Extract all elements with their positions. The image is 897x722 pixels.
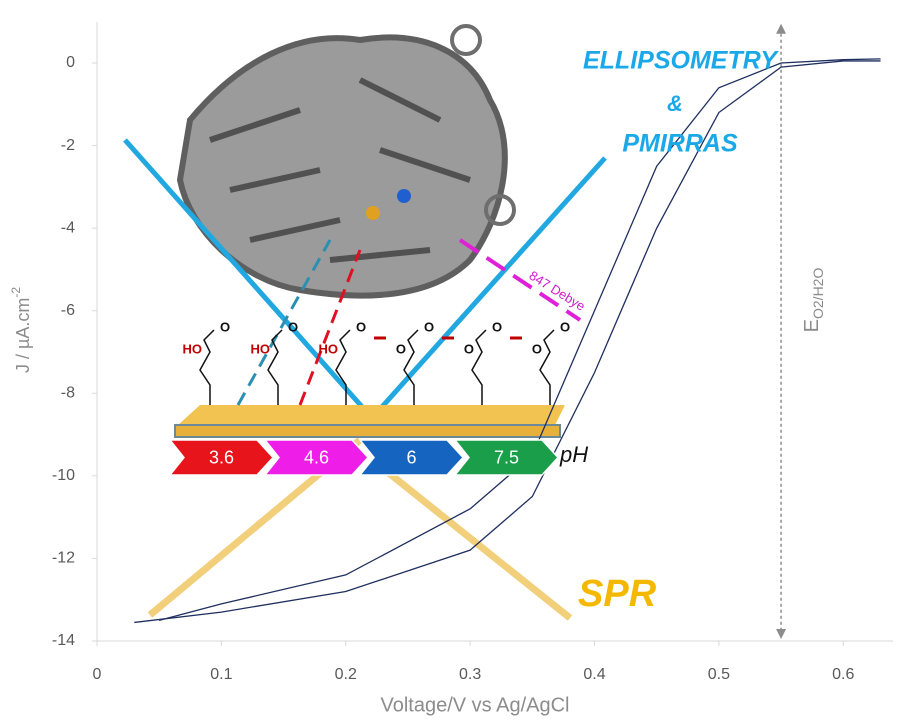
molecule-chain [199,329,215,405]
x-tick-label: 0.6 [832,666,854,683]
x-tick-label: 0.3 [459,666,481,683]
arrow-head [776,23,787,34]
cv-curve [159,58,881,621]
molecule-label: HO [251,341,271,356]
molecule-chain [267,329,283,405]
and-label: & [667,91,683,116]
electron-path [236,239,332,406]
y-tick-label: -2 [61,137,75,154]
y-tick-label: -14 [52,632,75,649]
molecule-label: O [288,319,298,334]
arrow-head [776,629,787,639]
potential-label: EO2/H2O [801,268,825,333]
y-tick-label: -8 [61,384,75,401]
y-tick-label: 0 [66,54,75,71]
x-axis-label: Voltage/V vs Ag/AgCl [380,694,569,716]
y-axis-label-sup: -2 [9,287,23,298]
metal-ion [397,189,411,203]
x-tick-label: 0.2 [335,666,357,683]
y-tick-label: -10 [52,467,75,484]
molecule-label: O [464,341,474,356]
pmirras-label: PMIRRAS [622,130,738,158]
x-tick-label: 0.5 [708,666,730,683]
ellipsometry-label: ELLIPSOMETRY [583,47,779,75]
y-axis-label: J / µA.cm-2 [9,287,33,373]
molecule-label: O [560,319,570,334]
y-tick-label: -6 [61,302,75,319]
molecule-label: HO [183,341,203,356]
x-tick-label: 0.4 [583,666,605,683]
gold-electrode [174,424,561,438]
molecule-label: O [220,319,230,334]
cv-curve [134,60,881,624]
ph-chevron [358,439,465,476]
potential-label-main: E [801,319,823,332]
ph-value: 7.5 [494,447,519,467]
electron-path [298,249,362,406]
molecule-chain [471,329,487,405]
ph-value: 3.6 [209,447,234,467]
y-tick-label: -12 [52,550,75,567]
x-tick-label: 0 [93,666,102,683]
ph-value: 6 [406,447,416,467]
spr-label: SPR [578,573,657,615]
molecule-label: O [532,341,542,356]
ph-label: pH [559,442,588,467]
ph-chevron [263,439,370,476]
molecule-label: O [396,341,406,356]
x-tick-label: 0.1 [210,666,232,683]
molecule-label: O [492,319,502,334]
y-axis-label-text: J / µA.cm [13,298,33,373]
molecule-label: O [424,319,434,334]
dipole-arrow [458,238,582,322]
ph-value: 4.6 [304,447,329,467]
ph-chevron [453,439,560,476]
molecule-chain [539,329,555,405]
molecule-label: HO [319,341,339,356]
ph-chevron [168,439,275,476]
molecule-label: O [356,319,366,334]
y-tick-label: -4 [61,219,75,236]
gold-electrode [178,405,565,425]
molecule-chain [335,329,351,405]
metal-ion [366,206,380,220]
protein-structure [176,24,516,299]
molecule-chain [403,329,419,405]
potential-label-sub: O2/H2O [810,268,826,319]
